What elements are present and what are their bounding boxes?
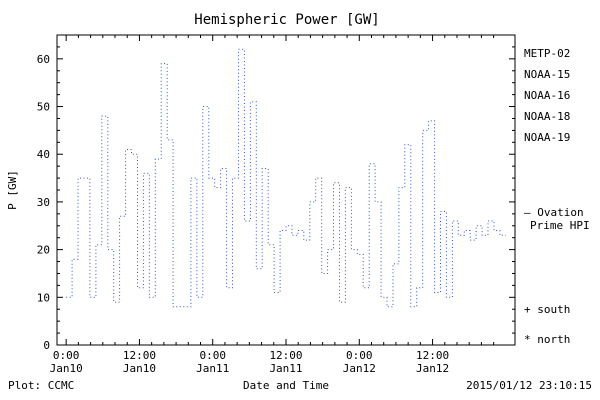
plot-credit: Plot: CCMC (8, 379, 74, 392)
x-tick-date: Jan12 (343, 362, 376, 375)
hpi-step-line (66, 48, 506, 308)
x-tick-date: Jan10 (50, 362, 83, 375)
y-tick-label: 20 (37, 244, 50, 257)
ovation-prime-hpi-line (66, 48, 506, 308)
x-tick-time: 0:00 (346, 349, 373, 362)
x-tick-date: Jan10 (123, 362, 156, 375)
legend-item-noaa-15: NOAA-15 (524, 68, 570, 81)
x-tick-time: 0:00 (53, 349, 80, 362)
legend-item-noaa-16: NOAA-16 (524, 89, 570, 102)
y-tick-label: 50 (37, 101, 50, 114)
y-tick-labels: 0 10 20 30 40 50 60 (37, 53, 50, 352)
legend-ovation-line1: – Ovation (524, 206, 584, 219)
x-tick-time: 0:00 (199, 349, 226, 362)
legend-item-noaa-18: NOAA-18 (524, 110, 570, 123)
y-tick-label: 40 (37, 148, 50, 161)
plot-timestamp: 2015/01/12 23:10:15 (466, 379, 592, 392)
x-tick-date: Jan12 (416, 362, 449, 375)
y-tick-label: 0 (43, 339, 50, 352)
axis-ticks (57, 35, 515, 346)
x-tick-time: 12:00 (416, 349, 449, 362)
y-tick-label: 10 (37, 291, 50, 304)
x-tick-labels: 0:00Jan1012:00Jan100:00Jan1112:00Jan110:… (50, 349, 450, 375)
legend-north-marker: * north (524, 333, 570, 346)
legend-item-noaa-19: NOAA-19 (524, 131, 570, 144)
y-tick-label: 30 (37, 196, 50, 209)
y-axis-label: P [GW] (6, 170, 19, 210)
x-axis-label: Date and Time (243, 379, 329, 392)
legend-satellites: METP-02 NOAA-15 NOAA-16 NOAA-18 NOAA-19 (524, 47, 570, 144)
legend-item-metp-02: METP-02 (524, 47, 570, 60)
legend-ovation-line2: Prime HPI (530, 219, 590, 232)
x-tick-date: Jan11 (196, 362, 229, 375)
chart-title: Hemispheric Power [GW] (194, 12, 379, 28)
x-tick-time: 12:00 (123, 349, 156, 362)
x-tick-date: Jan11 (269, 362, 302, 375)
x-tick-time: 12:00 (269, 349, 302, 362)
legend-south-marker: + south (524, 303, 570, 316)
y-tick-label: 60 (37, 53, 50, 66)
